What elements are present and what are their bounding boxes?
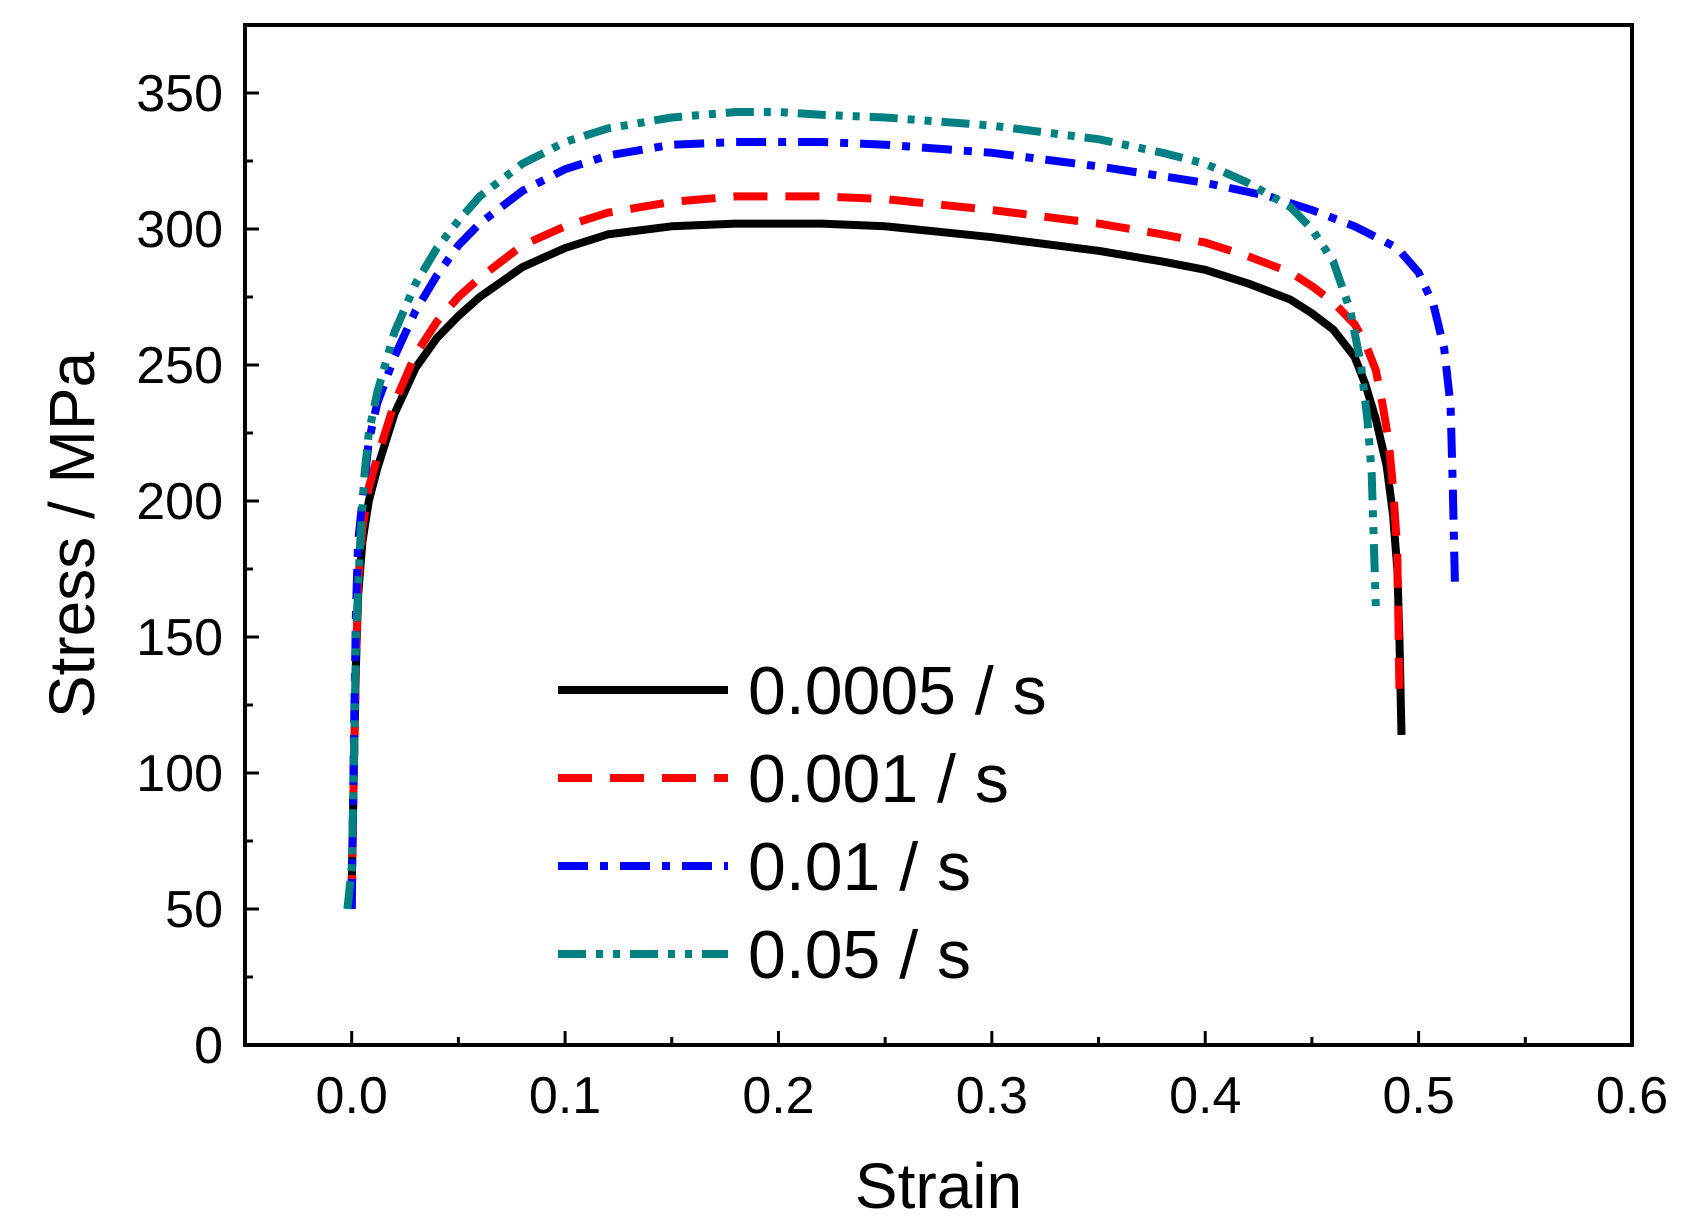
series-line-3 <box>347 138 1459 910</box>
x-tick-labels: 0.0 0.1 0.2 0.3 0.4 0.5 0.6 <box>316 1067 1669 1125</box>
series-layer <box>343 108 1459 910</box>
plot-frame <box>243 23 1634 1047</box>
series-line-4 <box>343 108 1380 910</box>
x-tick-label: 0.3 <box>956 1067 1028 1125</box>
y-tick-label: 0 <box>194 1017 223 1075</box>
legend-label-3: 0.01 / s <box>748 829 971 905</box>
x-tick-label: 0.5 <box>1382 1067 1454 1125</box>
y-tick-labels: 0 50 100 150 200 250 300 350 <box>136 65 223 1075</box>
x-tick-label: 0.6 <box>1596 1067 1668 1125</box>
y-tick-label: 150 <box>136 609 223 667</box>
legend-label-4: 0.05 / s <box>748 917 971 993</box>
y-tick-label: 100 <box>136 745 223 803</box>
y-tick-label: 350 <box>136 65 223 123</box>
legend-label-2: 0.001 / s <box>748 741 1009 817</box>
x-tick-label: 0.2 <box>742 1067 814 1125</box>
legend-label-1: 0.0005 / s <box>748 653 1047 729</box>
y-tick-label: 50 <box>165 881 223 939</box>
legend: 0.0005 / s 0.001 / s 0.01 / s 0.05 / s <box>558 653 1047 993</box>
x-tick-label: 0.0 <box>316 1067 388 1125</box>
y-axis-title: Stress / MPa <box>36 351 108 718</box>
x-tick-label: 0.1 <box>529 1067 601 1125</box>
x-tick-label: 0.4 <box>1169 1067 1241 1125</box>
y-tick-label: 200 <box>136 473 223 531</box>
series-line-2 <box>347 192 1404 910</box>
x-axis-title: Strain <box>855 1150 1022 1222</box>
y-tick-label: 250 <box>136 337 223 395</box>
y-tick-label: 300 <box>136 201 223 259</box>
